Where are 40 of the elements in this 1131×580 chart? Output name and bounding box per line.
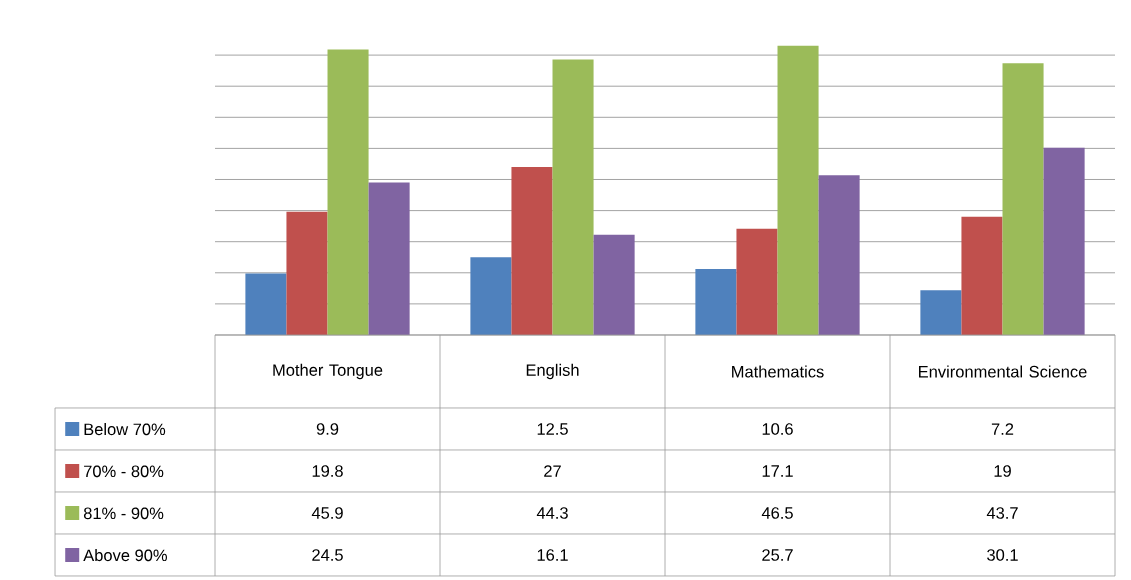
legend-label: 70% - 80% <box>84 465 164 478</box>
bar <box>777 45 819 335</box>
bar <box>1043 147 1085 335</box>
data-label: 19 <box>994 465 1011 477</box>
data-label: 46.5 <box>761 507 793 519</box>
data-label: 12.5 <box>537 423 568 435</box>
bar <box>368 182 410 335</box>
bar <box>470 257 512 335</box>
x-tick-label: Mathematics <box>732 365 824 378</box>
data-label: 19.8 <box>312 465 343 477</box>
bar <box>245 273 287 335</box>
data-label: 16.1 <box>537 549 568 561</box>
data-label: 10.6 <box>762 423 793 435</box>
x-tick-label: Environmental Science <box>919 365 1087 378</box>
bar <box>920 290 962 335</box>
legend-label: 81% - 90% <box>83 507 164 520</box>
bar <box>1002 63 1044 335</box>
bar <box>327 49 369 335</box>
bar <box>511 167 553 335</box>
bar <box>736 228 778 335</box>
data-label: 7.2 <box>991 423 1014 435</box>
bar <box>286 211 328 335</box>
bar <box>593 234 635 335</box>
bar <box>552 59 594 335</box>
data-label: 30.1 <box>987 549 1018 561</box>
bar <box>695 269 737 335</box>
bar <box>818 175 860 335</box>
data-label: 25.7 <box>762 549 793 561</box>
data-label: 45.9 <box>311 507 343 519</box>
data-label: 43.7 <box>986 507 1018 519</box>
data-label: 24.5 <box>312 549 343 561</box>
data-label: 17.1 <box>762 465 793 477</box>
legend-label: Above 90% <box>83 549 167 562</box>
x-tick-label: English <box>526 363 579 380</box>
bar <box>961 216 1003 335</box>
data-label: 9.9 <box>316 423 339 435</box>
legend-label: Below 70% <box>84 423 166 436</box>
x-tick-label: Mother Tongue <box>273 363 383 380</box>
data-label: 27 <box>544 465 561 477</box>
data-label: 44.3 <box>536 507 568 519</box>
